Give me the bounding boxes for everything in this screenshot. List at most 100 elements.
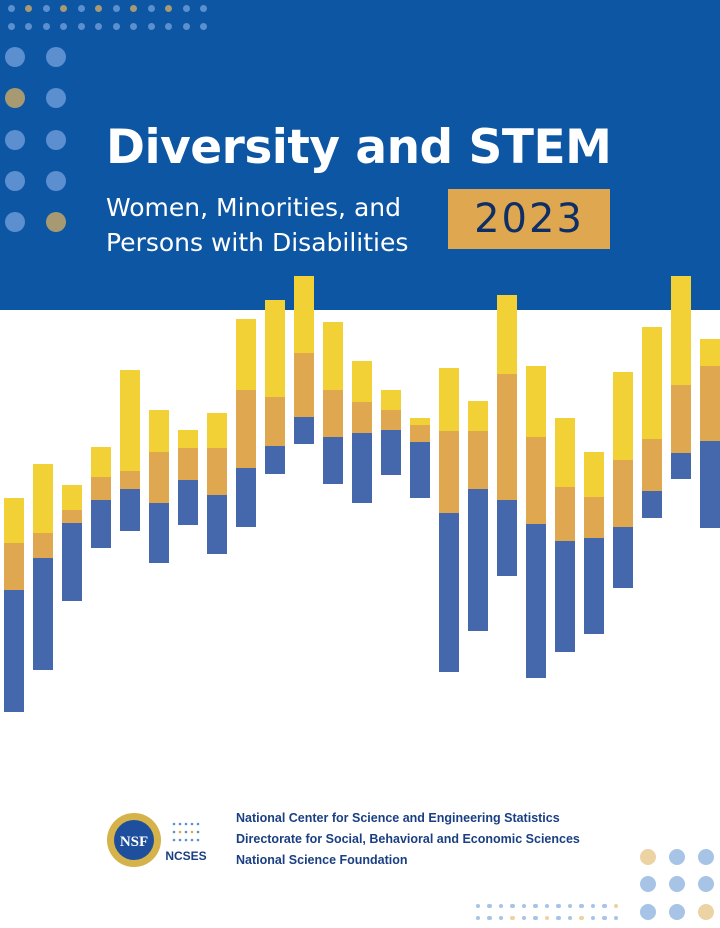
dot-icon: [498, 903, 504, 909]
bar-segment-yellow: [207, 413, 227, 448]
bar-segment-blue: [207, 495, 227, 554]
ncses-logo-icon: NCSES: [165, 822, 207, 863]
dot-icon: [567, 915, 573, 921]
dot-icon: [200, 22, 207, 30]
dot-icon: [498, 915, 504, 921]
bar-segment-orange: [700, 366, 720, 441]
bar-segment-orange: [468, 431, 488, 489]
bar-segment-blue: [439, 513, 459, 672]
dot-icon: [130, 4, 137, 12]
bar-segment-yellow: [439, 368, 459, 431]
dot-icon: [602, 915, 607, 921]
dot-icon: [567, 903, 573, 909]
header-band: [0, 0, 720, 310]
dot-icon: [112, 4, 120, 12]
svg-text:NSF: NSF: [120, 834, 148, 850]
dot-icon: [5, 171, 25, 191]
bar-segment-orange: [62, 510, 82, 523]
bar-segment-yellow: [178, 430, 198, 448]
footer-organizations: National Center for Science and Engineer…: [236, 808, 580, 871]
bar-segment-yellow: [4, 498, 24, 543]
dot-icon: [669, 849, 685, 865]
bar-segment-orange: [671, 385, 691, 453]
bar-segment-blue: [671, 453, 691, 479]
bar-segment-blue: [700, 441, 720, 528]
dot-icon: [640, 849, 656, 865]
bar-segment-orange: [613, 460, 633, 527]
bar-segment-orange: [439, 431, 459, 513]
dot-icon: [487, 915, 492, 921]
bar-segment-orange: [91, 477, 111, 500]
bar-segment-blue: [410, 442, 430, 498]
dot-icon: [77, 22, 85, 30]
dot-icon: [42, 22, 50, 30]
bar-segment-blue: [584, 538, 604, 634]
footer-line: National Science Foundation: [236, 853, 408, 867]
dot-icon: [46, 88, 66, 108]
dot-icon: [130, 22, 137, 30]
bar-segment-orange: [207, 448, 227, 495]
dot-icon: [5, 47, 25, 67]
bar-segment-orange: [120, 471, 140, 489]
dot-icon: [698, 876, 714, 892]
footer-line: National Center for Science and Engineer…: [236, 811, 560, 825]
dot-icon: [669, 876, 685, 892]
dot-icon: [112, 22, 120, 30]
dot-icon: [182, 22, 190, 30]
bar-segment-yellow: [62, 485, 82, 510]
bar-segment-blue: [178, 480, 198, 525]
bar-segment-yellow: [642, 327, 662, 439]
bar-segment-orange: [584, 497, 604, 538]
dot-icon: [613, 903, 619, 909]
bar-segment-blue: [555, 541, 575, 652]
bar-segment-yellow: [555, 418, 575, 487]
bar-segment-blue: [91, 500, 111, 548]
dot-icon: [46, 212, 66, 232]
bar-segment-orange: [323, 390, 343, 437]
bar-segment-yellow: [584, 452, 604, 497]
bar-segment-yellow: [236, 319, 256, 390]
page-title: Diversity and STEM: [106, 120, 612, 175]
bar-segment-orange: [149, 452, 169, 503]
bar-segment-yellow: [352, 361, 372, 402]
bar-segment-yellow: [410, 418, 430, 425]
bar-segment-orange: [497, 374, 517, 500]
dot-icon: [521, 903, 527, 909]
dot-icon: [95, 4, 102, 12]
dot-icon: [42, 4, 50, 12]
bar-segment-yellow: [381, 390, 401, 410]
bar-segment-yellow: [33, 464, 53, 533]
dot-icon: [510, 903, 515, 909]
dot-icon: [487, 903, 492, 909]
bar-segment-blue: [613, 527, 633, 588]
bar-segment-blue: [33, 558, 53, 670]
dot-icon: [60, 22, 67, 30]
dot-icon: [521, 915, 527, 921]
bar-segment-orange: [236, 390, 256, 468]
dot-icon: [77, 4, 85, 12]
subtitle: Women, Minorities, and Persons with Disa…: [106, 190, 408, 260]
svg-text:NCSES: NCSES: [165, 849, 206, 863]
dot-icon: [533, 903, 538, 909]
dot-icon: [544, 915, 550, 921]
dot-icon: [182, 4, 190, 12]
dot-icon: [25, 22, 32, 30]
bar-segment-orange: [526, 437, 546, 524]
year-badge: 2023: [448, 189, 610, 249]
dot-icon: [147, 4, 155, 12]
dot-icon: [640, 904, 656, 920]
subtitle-line: Women, Minorities, and: [106, 193, 401, 222]
logos: NSF NCSES: [106, 812, 216, 877]
dot-icon: [46, 171, 66, 191]
dot-icon: [590, 915, 596, 921]
bar-segment-blue: [62, 523, 82, 601]
bar-segment-orange: [642, 439, 662, 491]
bar-segment-yellow: [91, 447, 111, 477]
bar-segment-blue: [120, 489, 140, 531]
dot-icon: [7, 22, 15, 30]
bar-segment-orange: [294, 353, 314, 417]
bar-segment-blue: [323, 437, 343, 484]
nsf-seal-icon: NSF: [107, 813, 161, 867]
dot-icon: [165, 22, 172, 30]
bar-segment-orange: [381, 410, 401, 430]
